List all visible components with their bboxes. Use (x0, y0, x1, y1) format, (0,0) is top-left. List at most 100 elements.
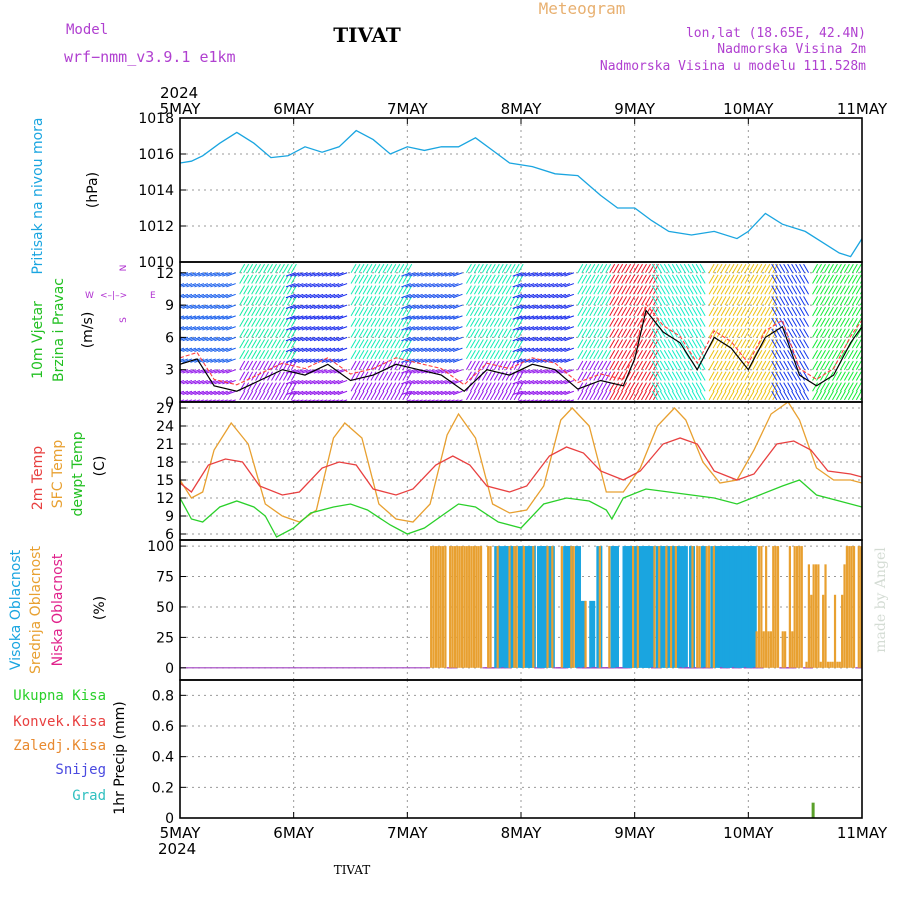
wind-barb (279, 328, 285, 338)
wind-barb (675, 285, 682, 295)
wind-barb (370, 263, 377, 274)
wind-barb (851, 263, 858, 274)
wind-barb (239, 390, 246, 401)
wind-barb (429, 293, 439, 299)
wind-barb (279, 285, 285, 295)
wind-barb (816, 274, 822, 284)
wind-barb (382, 350, 389, 360)
wind-barb (362, 274, 369, 284)
wind-barb (775, 382, 782, 392)
wind-barb (803, 317, 810, 327)
wind-barb (828, 274, 834, 284)
wind-barb (259, 263, 265, 274)
wind-barb (736, 317, 743, 327)
wind-barb (206, 358, 216, 363)
wind-barb (560, 358, 571, 363)
wind-barb (775, 371, 782, 381)
wind-barb (655, 328, 662, 338)
wind-barb (593, 382, 600, 392)
wind-barb (760, 360, 767, 370)
wind-barb (333, 336, 344, 342)
wind-barb (255, 382, 262, 392)
wind-barb (708, 263, 715, 274)
wind-barb (691, 263, 698, 274)
wind-barb (659, 306, 666, 317)
wind-barb (222, 315, 232, 320)
pressure-label: Pritisak na nivou mora (30, 117, 46, 274)
wind-barb (828, 263, 834, 274)
wind-barb (633, 263, 639, 274)
wind-barb (832, 274, 838, 284)
wind-barb (501, 317, 508, 327)
wind-barb (512, 358, 523, 363)
wind-barb (466, 328, 472, 338)
wind-barb (617, 339, 624, 349)
wind-barb (505, 350, 512, 360)
wind-barb (429, 347, 439, 353)
wind-barb (493, 371, 500, 381)
y-tick-label: 9 (165, 298, 174, 314)
wind-barb (362, 339, 369, 349)
wind-barb (629, 296, 635, 306)
wind-barb (421, 358, 431, 363)
wind-barb (251, 285, 258, 295)
wind-barb (477, 390, 484, 401)
wind-barb (452, 369, 463, 374)
cloud-bar (814, 564, 818, 668)
wind-barb (779, 350, 786, 360)
wind-barb (325, 326, 336, 331)
wind-barb (752, 390, 759, 401)
wind-barb (536, 358, 547, 363)
wind-barb (528, 272, 539, 277)
wind-barb (374, 317, 381, 327)
y-tick-label: 18 (156, 455, 174, 471)
wind-barb (799, 306, 806, 317)
wind-barb (528, 293, 539, 299)
wind-barb (305, 347, 316, 353)
wind-barb (513, 382, 520, 392)
wind-barb (744, 306, 751, 317)
wind-barb (847, 360, 854, 370)
wind-barb (556, 379, 567, 385)
wind-barb (283, 274, 289, 284)
wind-barb (744, 285, 751, 295)
wind-barb (625, 339, 632, 349)
wind-barb (585, 390, 592, 401)
wind-barb (401, 315, 411, 320)
wind-barb (409, 272, 419, 277)
wind-barb (290, 274, 297, 284)
wind-barb (469, 371, 476, 381)
wind-barb (712, 371, 719, 381)
wind-barb (577, 360, 584, 370)
wind-unit: (m/s) (80, 312, 96, 349)
wind-barb (859, 290, 862, 295)
wind-barb (279, 274, 285, 284)
wind-barb (406, 350, 413, 360)
wind-barb (180, 326, 185, 329)
wind-barb (605, 382, 612, 392)
wind-barb (556, 358, 567, 363)
wind-barb (477, 296, 484, 306)
wind-barb (210, 358, 220, 363)
wind-barb (577, 306, 584, 317)
wind-barb (671, 382, 678, 392)
wind-barb (405, 283, 415, 288)
wind-barb (305, 304, 316, 309)
wind-barb (651, 296, 658, 306)
wind-barb (444, 315, 455, 320)
wind-barb (859, 365, 862, 370)
wind-barb (182, 283, 193, 288)
wind-barb (297, 283, 308, 288)
wind-barb (605, 317, 612, 327)
wind-barb (444, 293, 455, 299)
wind-barb (593, 390, 600, 401)
wind-barb (317, 304, 328, 309)
wind-barb (536, 336, 547, 342)
wind-barb (601, 274, 608, 284)
wind-barb (589, 360, 596, 370)
wind-barb (659, 296, 666, 306)
wind-barb (609, 339, 616, 349)
wind-barb (843, 350, 850, 360)
wind-barb (301, 358, 312, 363)
cloud-bar (453, 546, 457, 668)
